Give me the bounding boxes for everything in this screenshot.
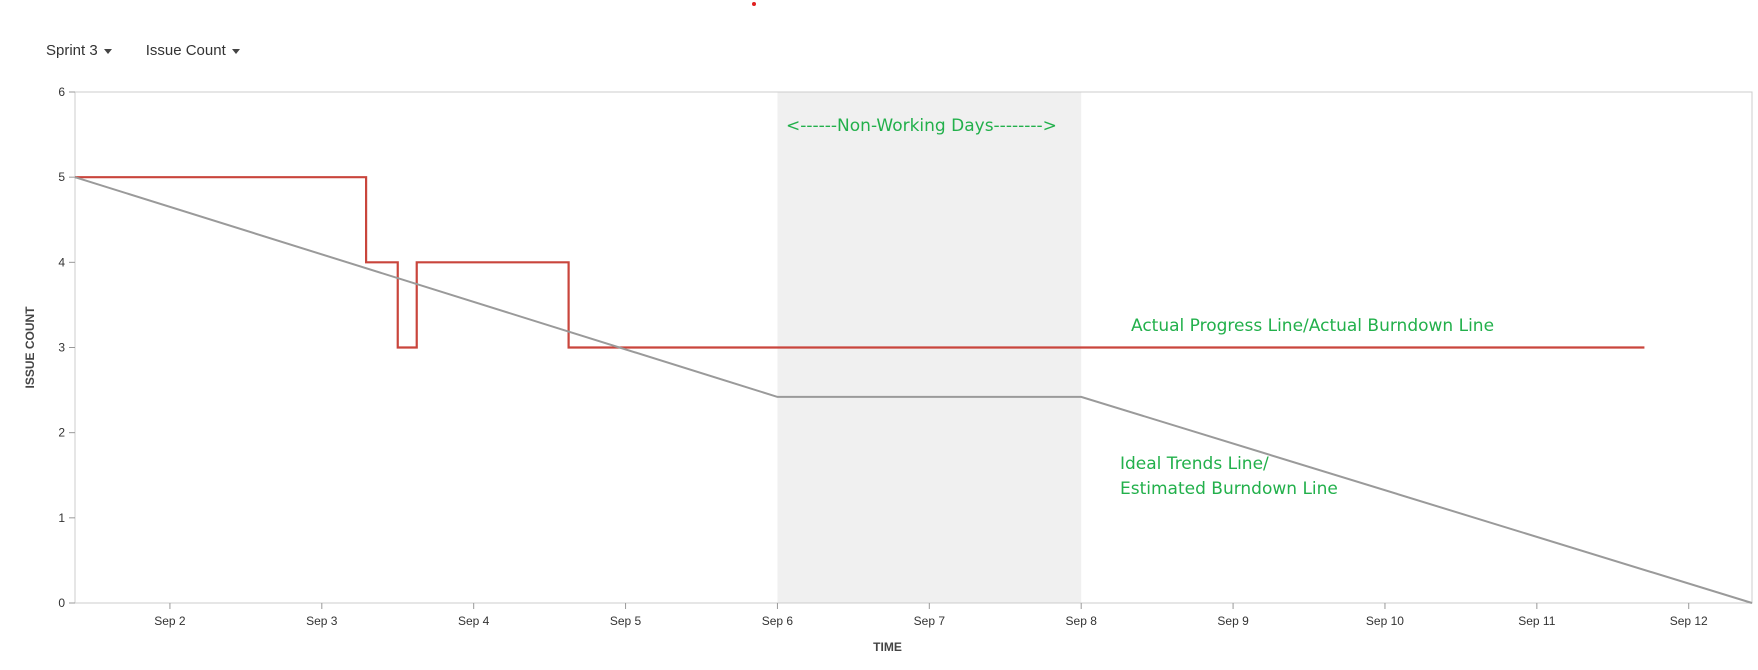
x-tick-label: Sep 6 bbox=[762, 614, 794, 628]
chart-toolbar: Sprint 3 Issue Count bbox=[46, 42, 240, 59]
y-tick-label: 1 bbox=[58, 511, 65, 525]
x-tick-label: Sep 11 bbox=[1518, 614, 1555, 628]
sprint-dropdown[interactable]: Sprint 3 bbox=[46, 42, 112, 59]
x-tick-label: Sep 5 bbox=[610, 614, 642, 628]
y-axis-title: ISSUE COUNT bbox=[23, 306, 37, 389]
chevron-down-icon bbox=[231, 49, 240, 54]
y-tick-label: 6 bbox=[58, 85, 65, 99]
y-tick-label: 4 bbox=[58, 255, 65, 269]
chevron-down-icon bbox=[103, 49, 112, 54]
x-tick-label: Sep 8 bbox=[1066, 614, 1098, 628]
ideal-trend-annotation-line-2: Estimated Burndown Line bbox=[1120, 479, 1338, 499]
red-dot-marker bbox=[752, 2, 756, 6]
ideal-trend-annotation-line-1: Ideal Trends Line/ bbox=[1120, 454, 1269, 474]
ideal-burndown-line bbox=[74, 176, 1753, 604]
x-tick-label: Sep 2 bbox=[154, 614, 186, 628]
y-tick-label: 0 bbox=[58, 596, 65, 610]
y-tick-label: 5 bbox=[58, 170, 65, 184]
non-working-days-annotation: <------Non-Working Days--------> bbox=[786, 116, 1057, 136]
x-tick-label: Sep 10 bbox=[1366, 614, 1404, 628]
sprint-dropdown-label: Sprint 3 bbox=[46, 42, 98, 59]
x-tick-label: Sep 12 bbox=[1670, 614, 1708, 628]
x-tick-label: Sep 9 bbox=[1217, 614, 1249, 628]
y-tick-label: 3 bbox=[58, 341, 65, 355]
metric-dropdown-label: Issue Count bbox=[145, 42, 226, 59]
x-tick-label: Sep 7 bbox=[914, 614, 946, 628]
x-tick-label: Sep 4 bbox=[458, 614, 490, 628]
actual-progress-annotation: Actual Progress Line/Actual Burndown Lin… bbox=[1131, 316, 1494, 336]
actual-burndown-line bbox=[75, 176, 1645, 349]
y-tick-label: 2 bbox=[58, 426, 65, 440]
metric-dropdown[interactable]: Issue Count bbox=[146, 42, 240, 59]
x-tick-label: Sep 3 bbox=[306, 614, 338, 628]
x-axis-title: TIME bbox=[873, 640, 902, 654]
